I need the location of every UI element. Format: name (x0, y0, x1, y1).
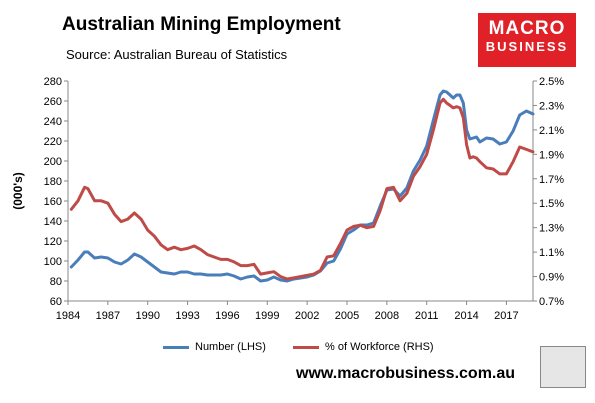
y2-tick-label: 2.5% (539, 76, 564, 88)
y-tick-label: 100 (44, 256, 62, 268)
macrobusiness-logo[interactable]: MACRO BUSINESS (478, 13, 576, 67)
legend-swatch-number (163, 345, 189, 349)
legend-swatch-pct (293, 345, 319, 349)
y2-tick-label: 1.7% (539, 174, 564, 186)
y2-tick-label: 2.3% (539, 100, 564, 112)
footer-url-link[interactable]: www.macrobusiness.com.au (296, 365, 516, 382)
x-tick-label: 1984 (56, 310, 80, 322)
y2-tick-label: 1.1% (539, 247, 564, 259)
legend-label-pct: % of Workforce (RHS) (325, 341, 434, 353)
y-tick-label: 60 (50, 296, 62, 308)
chart-title: Australian Mining Employment (62, 14, 341, 35)
y2-tick-label: 1.3% (539, 223, 564, 235)
x-tick-label: 2014 (454, 310, 478, 322)
y2-tick-label: 0.7% (539, 296, 564, 308)
x-tick-label: 1993 (175, 310, 199, 322)
x-tick-label: 1990 (135, 310, 159, 322)
x-tick-label: 1987 (96, 310, 120, 322)
legend-label-number: Number (LHS) (195, 341, 266, 353)
x-tick-label: 1999 (255, 310, 279, 322)
x-tick-label: 1996 (215, 310, 239, 322)
y2-tick-label: 1.5% (539, 198, 564, 210)
legend-item-number: Number (LHS) (163, 341, 266, 353)
x-tick-label: 2002 (295, 310, 319, 322)
y-tick-label: 220 (44, 136, 62, 148)
y-axis-label: (000's) (11, 172, 25, 210)
y-tick-label: 80 (50, 276, 62, 288)
y2-tick-label: 1.9% (539, 149, 564, 161)
y-tick-label: 200 (44, 156, 62, 168)
y2-tick-label: 2.1% (539, 125, 564, 137)
x-tick-label: 2005 (335, 310, 359, 322)
y-tick-label: 280 (44, 76, 62, 88)
chart-subtitle: Source: Australian Bureau of Statistics (66, 47, 288, 62)
y2-tick-label: 0.9% (539, 272, 564, 284)
series-line-pct (69, 97, 535, 281)
y-tick-label: 260 (44, 96, 62, 108)
x-tick-label: 2011 (415, 310, 439, 322)
wolf-logo-icon (540, 346, 586, 388)
x-tick-label: 2008 (375, 310, 399, 322)
logo-line2: BUSINESS (485, 39, 569, 54)
y-tick-label: 160 (44, 196, 62, 208)
y-tick-label: 180 (44, 176, 62, 188)
y-tick-label: 240 (44, 116, 62, 128)
y-tick-label: 120 (44, 236, 62, 248)
legend: Number (LHS) % of Workforce (RHS) (0, 341, 595, 357)
x-tick-label: 2017 (494, 310, 518, 322)
y-tick-label: 140 (44, 216, 62, 228)
logo-line1: MACRO (488, 18, 566, 39)
legend-item-pct: % of Workforce (RHS) (293, 341, 434, 353)
